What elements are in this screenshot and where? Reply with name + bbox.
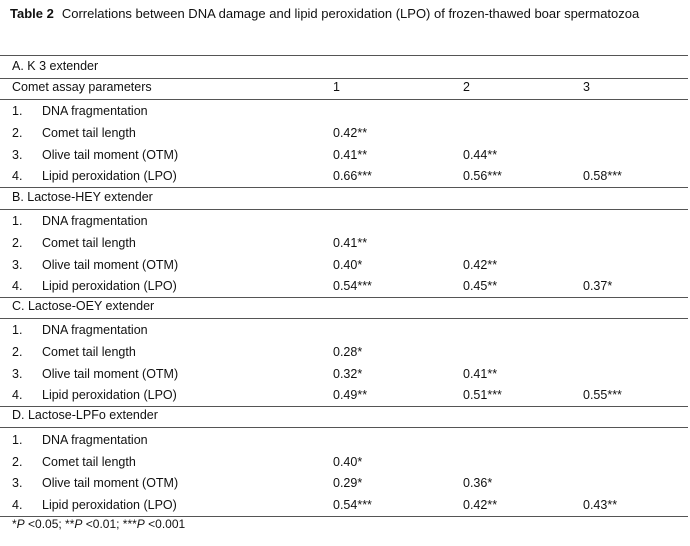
value-col-3: 0.58*** xyxy=(583,169,622,183)
value-col-2: 0.42** xyxy=(463,498,498,512)
value-col-1: 0.29* xyxy=(333,476,363,490)
table-title: Correlations between DNA damage and lipi… xyxy=(61,6,640,21)
section-title-row: B. Lactose-HEY extender xyxy=(0,187,688,208)
row-number: 4. xyxy=(12,388,23,402)
value-col-1: 0.49** xyxy=(333,388,368,402)
value-col-1: 0.32* xyxy=(333,367,363,381)
table-row: 3. Olive tail moment (OTM) 0.41** 0.44** xyxy=(0,145,688,166)
value-col-2: 0.45** xyxy=(463,279,498,293)
table-row: 3. Olive tail moment (OTM) 0.40* 0.42** xyxy=(0,255,688,276)
row-label: DNA fragmentation xyxy=(42,104,148,118)
row-number: 2. xyxy=(12,345,23,359)
value-col-1: 0.28* xyxy=(333,345,363,359)
value-col-2: 0.56*** xyxy=(463,169,502,183)
table-caption: Table 2 Correlations between DNA damage a… xyxy=(10,5,680,22)
table-row: 1. DNA fragmentation xyxy=(0,430,688,451)
section-title-row: D. Lactose-LPFo extender xyxy=(0,405,688,426)
table-row: 2. Comet tail length 0.42** xyxy=(0,123,688,144)
table-row: 1. DNA fragmentation xyxy=(0,211,688,232)
value-col-1: 0.40* xyxy=(333,455,363,469)
section-title: C. Lactose-OEY extender xyxy=(12,299,155,313)
section-rule xyxy=(0,78,688,79)
table-row: 3. Olive tail moment (OTM) 0.29* 0.36* xyxy=(0,473,688,494)
value-col-2: 0.36* xyxy=(463,476,493,490)
section-rule xyxy=(0,209,688,210)
table-row: 2. Comet tail length 0.28* xyxy=(0,342,688,363)
value-col-1: 0.41** xyxy=(333,236,368,250)
value-col-1: 0.54*** xyxy=(333,279,372,293)
value-col-2: 0.51*** xyxy=(463,388,502,402)
row-number: 3. xyxy=(12,258,23,272)
value-col-1: 0.42** xyxy=(333,126,368,140)
row-label: Comet tail length xyxy=(42,126,136,140)
row-number: 1. xyxy=(12,433,23,447)
row-label: DNA fragmentation xyxy=(42,323,148,337)
table-row: 4. Lipid peroxidation (LPO) 0.54*** 0.45… xyxy=(0,276,688,297)
row-label: DNA fragmentation xyxy=(42,214,148,228)
table-label: Table 2 xyxy=(10,6,54,21)
row-label: Lipid peroxidation (LPO) xyxy=(42,169,177,183)
table-row: 4. Lipid peroxidation (LPO) 0.54*** 0.42… xyxy=(0,495,688,516)
row-number: 4. xyxy=(12,279,23,293)
section-title: A. K 3 extender xyxy=(12,59,99,73)
row-number: 3. xyxy=(12,367,23,381)
section-rule xyxy=(0,297,688,298)
section-title: D. Lactose-LPFo extender xyxy=(12,408,158,422)
column-header-parameters: Comet assay parameters xyxy=(12,80,152,94)
table-row: 4. Lipid peroxidation (LPO) 0.49** 0.51*… xyxy=(0,385,688,406)
section-rule xyxy=(0,187,688,188)
row-label: Lipid peroxidation (LPO) xyxy=(42,388,177,402)
row-label: Lipid peroxidation (LPO) xyxy=(42,279,177,293)
row-label: Comet tail length xyxy=(42,345,136,359)
column-header-row: Comet assay parameters 1 2 3 xyxy=(0,77,688,98)
row-label: Comet tail length xyxy=(42,455,136,469)
section-rule xyxy=(0,318,688,319)
row-number: 1. xyxy=(12,214,23,228)
value-col-3: 0.55*** xyxy=(583,388,622,402)
value-col-2: 0.44** xyxy=(463,148,498,162)
table-footnote: *P <0.05; **P <0.01; ***P <0.001 xyxy=(12,517,186,531)
row-label: Olive tail moment (OTM) xyxy=(42,258,179,272)
value-col-1: 0.41** xyxy=(333,148,368,162)
row-label: Lipid peroxidation (LPO) xyxy=(42,498,177,512)
value-col-3: 0.43** xyxy=(583,498,618,512)
row-label: Comet tail length xyxy=(42,236,136,250)
row-label: Olive tail moment (OTM) xyxy=(42,476,179,490)
section-title-row: A. K 3 extender xyxy=(0,56,688,77)
section-title: B. Lactose-HEY extender xyxy=(12,190,153,204)
section-rule xyxy=(0,406,688,407)
row-number: 4. xyxy=(12,169,23,183)
column-header-1: 1 xyxy=(333,80,340,94)
column-header-2: 2 xyxy=(463,80,470,94)
table-row: 3. Olive tail moment (OTM) 0.32* 0.41** xyxy=(0,364,688,385)
value-col-2: 0.42** xyxy=(463,258,498,272)
value-col-1: 0.40* xyxy=(333,258,363,272)
section-title-row: C. Lactose-OEY extender xyxy=(0,296,688,317)
row-number: 2. xyxy=(12,455,23,469)
row-number: 1. xyxy=(12,104,23,118)
row-number: 3. xyxy=(12,476,23,490)
row-label: DNA fragmentation xyxy=(42,433,148,447)
top-rule xyxy=(0,55,688,56)
table-row: 1. DNA fragmentation xyxy=(0,101,688,122)
row-number: 2. xyxy=(12,126,23,140)
table-row: 1. DNA fragmentation xyxy=(0,320,688,341)
value-col-1: 0.54*** xyxy=(333,498,372,512)
column-header-3: 3 xyxy=(583,80,590,94)
row-label: Olive tail moment (OTM) xyxy=(42,367,179,381)
section-rule xyxy=(0,427,688,428)
row-label: Olive tail moment (OTM) xyxy=(42,148,179,162)
table-row: 4. Lipid peroxidation (LPO) 0.66*** 0.56… xyxy=(0,166,688,187)
row-number: 4. xyxy=(12,498,23,512)
value-col-2: 0.41** xyxy=(463,367,498,381)
header-rule xyxy=(0,99,688,100)
value-col-3: 0.37* xyxy=(583,279,613,293)
value-col-1: 0.66*** xyxy=(333,169,372,183)
row-number: 3. xyxy=(12,148,23,162)
row-number: 2. xyxy=(12,236,23,250)
bottom-rule xyxy=(0,516,688,517)
table-row: 2. Comet tail length 0.41** xyxy=(0,233,688,254)
row-number: 1. xyxy=(12,323,23,337)
table-row: 2. Comet tail length 0.40* xyxy=(0,452,688,473)
